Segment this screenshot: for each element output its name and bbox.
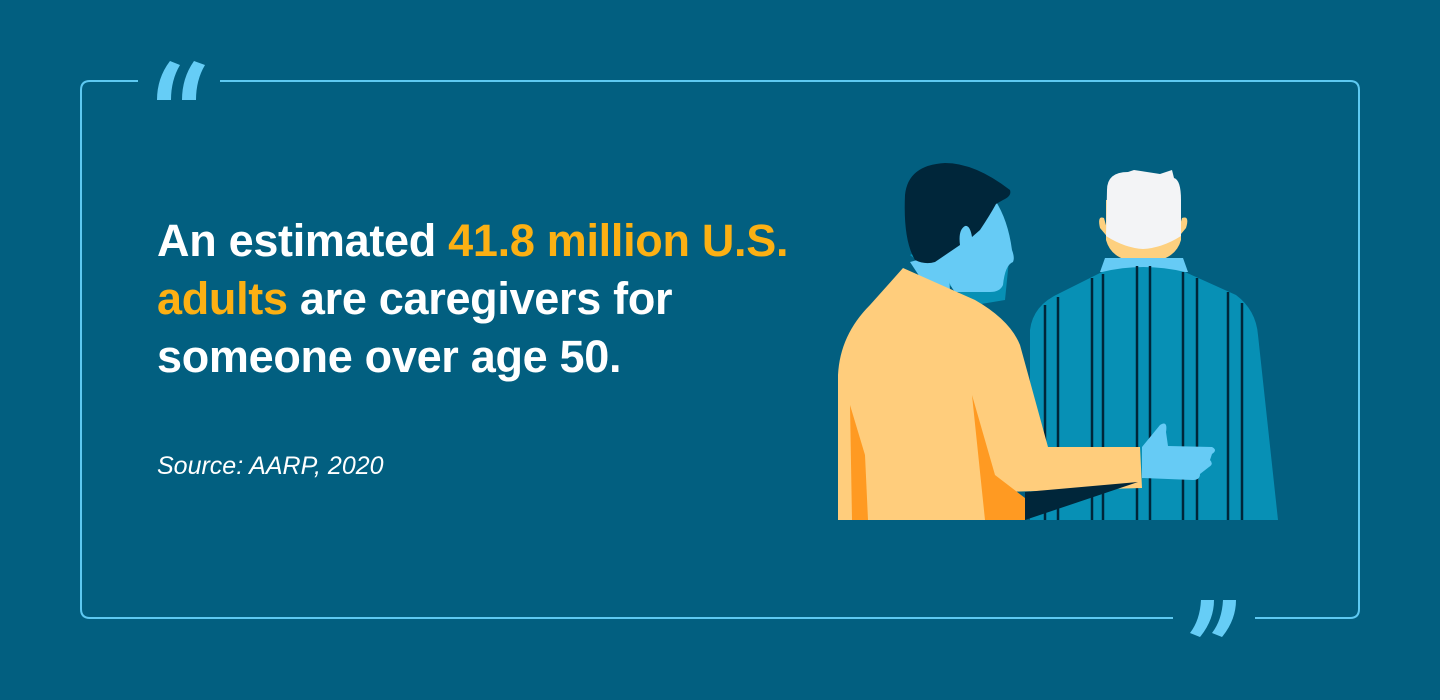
quote-highlight: 41.8 million U.S. adults	[157, 215, 789, 324]
quote-text-before: An estimated	[157, 215, 449, 266]
close-quote-icon	[1190, 600, 1236, 637]
quote-text-after: are caregivers for someone over age 50.	[157, 273, 673, 382]
open-quote-icon	[157, 61, 205, 100]
younger-man	[838, 163, 1215, 520]
source-citation: Source: AARP, 2020	[157, 452, 384, 480]
quote-text: An estimated 41.8 million U.S. adults ar…	[157, 212, 817, 386]
